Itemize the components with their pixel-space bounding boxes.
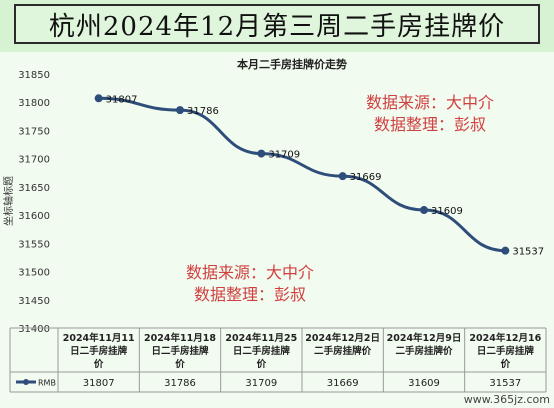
x-category-label: 价 xyxy=(257,358,267,370)
x-category-label: 2024年11月25 xyxy=(225,332,297,344)
x-category-label: 二手房挂牌价 xyxy=(395,345,453,357)
data-point xyxy=(176,106,184,115)
y-tick-label: 31850 xyxy=(18,70,50,81)
table-value-cell: 31669 xyxy=(327,378,359,389)
y-tick-label: 31400 xyxy=(18,324,50,335)
x-category-label: 日二手房挂牌 xyxy=(233,345,291,357)
x-category-label: 2024年12月2日 xyxy=(305,332,380,344)
watermark-bottom-line2: 数据整理：彭叔 xyxy=(194,285,306,304)
x-category-label: 2024年11月11 xyxy=(63,332,135,344)
watermark-bottom-line1: 数据来源：大中介 xyxy=(186,263,314,282)
table-value-cell: 31807 xyxy=(83,378,115,389)
y-tick-label: 31800 xyxy=(18,98,50,109)
table-value-cell: 31609 xyxy=(408,378,440,389)
data-point xyxy=(338,172,347,181)
footer-watermark: www.365jz.com xyxy=(463,393,550,406)
watermark-top-line2: 数据整理：彭叔 xyxy=(374,115,486,134)
x-category-label: 日二手房挂牌 xyxy=(70,345,128,357)
data-label: 31786 xyxy=(187,106,219,117)
legend-label: RMB xyxy=(38,379,56,388)
table-value-cell: 31786 xyxy=(164,378,196,389)
data-label: 31537 xyxy=(512,247,544,258)
x-category-label: 价 xyxy=(94,358,104,370)
x-category-label: 价 xyxy=(175,358,185,370)
x-category-label: 价 xyxy=(501,358,511,370)
x-category-label: 2024年11月18 xyxy=(144,332,216,344)
x-category-label: 2024年12月16 xyxy=(469,332,541,344)
y-tick-label: 31450 xyxy=(18,296,50,307)
x-category-label: 日二手房挂牌 xyxy=(151,345,209,357)
watermark-top-line1: 数据来源：大中介 xyxy=(366,93,494,112)
chart-area: 本月二手房挂牌价走势坐标轴标题 31400 31450 31500 31550 31600… xyxy=(0,52,554,408)
x-category-label: 2024年12月9日 xyxy=(387,332,462,344)
x-category-label: 二手房挂牌价 xyxy=(314,345,372,357)
table-value-cell: 31709 xyxy=(245,378,277,389)
data-point xyxy=(420,206,428,215)
y-axis-title: 坐标轴标题 xyxy=(2,176,15,226)
data-point xyxy=(501,246,510,255)
data-label: 31669 xyxy=(350,172,382,183)
chart-title: 本月二手房挂牌价走势 xyxy=(237,57,347,71)
data-label: 31709 xyxy=(268,150,300,161)
data-point xyxy=(94,94,103,103)
y-tick-label: 31550 xyxy=(18,239,50,250)
page-title: 杭州2024年12月第三周二手房挂牌价 xyxy=(14,4,540,44)
y-tick-label: 31600 xyxy=(18,211,50,222)
x-category-label: 日二手房挂牌 xyxy=(477,345,535,357)
data-label: 31807 xyxy=(106,94,138,105)
y-tick-label: 31650 xyxy=(18,183,50,194)
y-tick-label: 31750 xyxy=(18,126,50,137)
data-label: 31609 xyxy=(431,206,463,217)
y-tick-label: 31500 xyxy=(18,268,50,279)
legend-marker xyxy=(23,379,29,385)
y-tick-label: 31700 xyxy=(18,155,50,166)
data-point xyxy=(257,149,266,158)
table-value-cell: 31537 xyxy=(489,378,521,389)
